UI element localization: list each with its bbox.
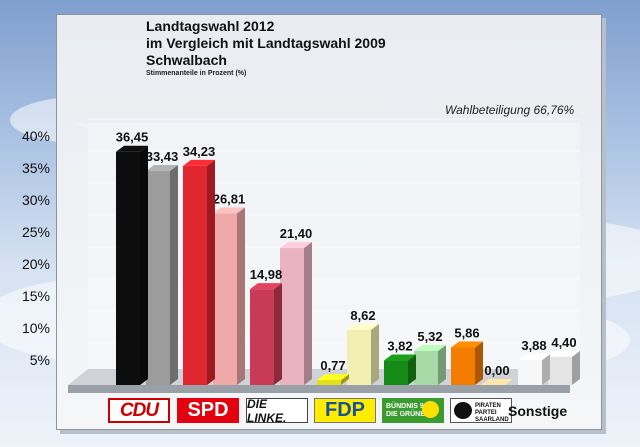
- bar-2009-label: 21,40: [280, 226, 313, 241]
- bar-2012-top: [518, 354, 550, 361]
- piraten-logo-line-2: PARTEI: [475, 410, 497, 416]
- bar-2009-top: [146, 165, 178, 172]
- bar-2009-top: [347, 323, 379, 330]
- bar-2009-top: [414, 344, 446, 351]
- bar-2012-side: [408, 354, 416, 385]
- bar-2012-top: [384, 354, 416, 361]
- bar-2012: [183, 165, 207, 385]
- bar-2009-side: [170, 165, 178, 385]
- bar-2009-side: [237, 207, 245, 385]
- bar-2009-side: [304, 242, 312, 385]
- gruene-logo-line-1: BÜNDNIS 90: [386, 402, 428, 410]
- bar-2009-top: [213, 207, 245, 214]
- bar-2012-label: 3,82: [387, 339, 412, 354]
- spd-logo-text: SPD: [187, 399, 229, 421]
- bar-2012-label: 14,98: [250, 267, 283, 282]
- pirate-flag-icon: [454, 402, 472, 419]
- piraten-logo-line-3: SAARLAND: [475, 417, 509, 423]
- bar-2009-label: 5,32: [417, 329, 442, 344]
- bar-2012: [116, 151, 140, 385]
- bar-2012-side: [341, 374, 349, 385]
- y-tick-label: 5%: [29, 352, 50, 368]
- chart-subtitle-2: Schwalbach: [146, 52, 227, 68]
- bar-2012-top: [317, 374, 349, 381]
- bar-2009-side: [438, 344, 446, 385]
- bar-2012-top: [116, 145, 148, 152]
- linke-logo-text: DIE LINKE.: [247, 396, 287, 425]
- bar-2012-side: [274, 283, 282, 385]
- y-tick-label: 35%: [21, 160, 50, 176]
- bar-2012: [384, 360, 408, 385]
- bar-2012-label: 5,86: [454, 325, 479, 340]
- y-tick-label: 30%: [21, 192, 50, 208]
- plot-floor-edge: [68, 385, 570, 393]
- bar-2009-label: 33,43: [146, 149, 179, 164]
- turnout-annotation: Wahlbeteiligung 66,76%: [445, 103, 575, 117]
- y-tick-label: 10%: [21, 320, 50, 336]
- bar-2009-label: 0,00: [484, 363, 509, 378]
- sonstige-label: Sonstige: [508, 403, 568, 419]
- bar-2009-top: [548, 350, 580, 357]
- bar-2009: [347, 329, 371, 385]
- bar-2012: [317, 380, 341, 385]
- bar-2012-top: [250, 283, 282, 290]
- fdp-logo-text: FDP: [325, 399, 365, 421]
- bar-2009: [414, 350, 438, 385]
- y-tick-label: 15%: [21, 288, 50, 304]
- gruene-logo: BÜNDNIS 90 DIE GRÜNEN: [382, 398, 444, 423]
- bar-2009-top: [481, 379, 513, 385]
- bar-2009: [146, 171, 170, 385]
- sunflower-icon: [422, 401, 439, 418]
- gruene-logo-line-2: DIE GRÜNEN: [386, 410, 430, 418]
- cdu-logo-text: CDU: [119, 399, 159, 421]
- bar-2012: [518, 360, 542, 385]
- bar-2009-side: [371, 323, 379, 385]
- party-legend: CDU SPD DIE LINKE. FDP BÜNDNIS 90 DIE GR…: [108, 396, 578, 426]
- bar-2009-top: [280, 242, 312, 249]
- bar-2009-label: 8,62: [350, 308, 375, 323]
- bar-2012-top: [183, 159, 215, 166]
- bar-2012-side: [475, 341, 483, 385]
- y-tick-label: 20%: [21, 256, 50, 272]
- cdu-logo: CDU: [108, 398, 170, 423]
- spd-logo: SPD: [177, 398, 239, 423]
- bar-2009-label: 4,40: [551, 335, 576, 350]
- piraten-logo-line-1: PIRATEN: [475, 403, 501, 409]
- bar-2009-side: [572, 350, 580, 385]
- bar-2012: [250, 289, 274, 385]
- bar-2012-side: [140, 145, 148, 385]
- bar-2012-label: 0,77: [320, 358, 345, 373]
- fdp-logo: FDP: [314, 398, 376, 423]
- bar-2009: [280, 248, 304, 385]
- bar-2012-side: [207, 159, 215, 385]
- bar-2012-label: 34,23: [183, 144, 216, 159]
- piraten-logo: PIRATEN PARTEI SAARLAND: [450, 398, 512, 423]
- linke-logo: DIE LINKE.: [246, 396, 308, 425]
- bar-2009: [213, 213, 237, 385]
- bar-2009-label: 26,81: [213, 191, 246, 206]
- bar-2012-label: 36,45: [116, 130, 149, 145]
- bar-2009: [548, 356, 572, 385]
- bar-2012: [451, 347, 475, 385]
- chart-ylabel: Stimmenanteile in Prozent (%): [146, 70, 247, 77]
- chart-title: Landtagswahl 2012: [146, 18, 275, 34]
- y-tick-label: 40%: [21, 128, 50, 144]
- bar-2012-side: [542, 354, 550, 385]
- bar-2012-top: [451, 341, 483, 348]
- y-tick-label: 25%: [21, 224, 50, 240]
- chart-subtitle-1: im Vergleich mit Landtagswahl 2009: [146, 35, 386, 51]
- bar-2012-label: 3,88: [521, 338, 546, 353]
